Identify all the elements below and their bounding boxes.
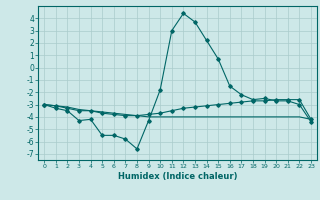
X-axis label: Humidex (Indice chaleur): Humidex (Indice chaleur) [118, 172, 237, 181]
